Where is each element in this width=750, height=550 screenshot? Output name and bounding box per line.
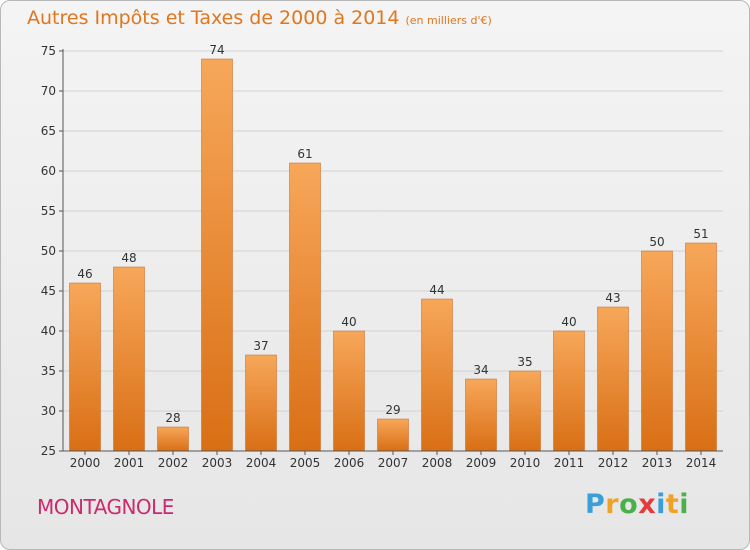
data-label: 74 (209, 43, 224, 57)
y-tick-label: 75 (41, 44, 56, 58)
data-label: 61 (297, 147, 312, 161)
data-label: 34 (473, 363, 488, 377)
y-tick-label: 35 (41, 364, 56, 378)
bar (157, 426, 189, 452)
x-tick-label: 2012 (598, 456, 629, 470)
labels: 25 30 35 40 45 50 55 60 65 70 75 46 2000 48 2001 28 2002… (41, 43, 717, 470)
y-tick-label: 30 (41, 404, 56, 418)
bar (201, 58, 233, 452)
logo-letter: i (679, 489, 690, 520)
bar (465, 378, 497, 452)
bar (641, 250, 673, 452)
x-tick-label: 2013 (642, 456, 673, 470)
y-tick-label: 65 (41, 124, 56, 138)
data-label: 48 (121, 251, 136, 265)
bar (377, 418, 409, 452)
data-label: 51 (693, 227, 708, 241)
logo-letter: x (638, 489, 657, 520)
x-tick-label: 2003 (202, 456, 233, 470)
bar (421, 298, 453, 452)
x-tick-label: 2008 (422, 456, 453, 470)
logo-letter: r (605, 489, 620, 520)
x-tick-label: 2011 (554, 456, 585, 470)
proxiti-logo: Proxiti (585, 489, 689, 520)
chart-title-text: Autres Impôts et Taxes de 2000 à 2014 (27, 7, 400, 29)
x-tick-label: 2001 (114, 456, 145, 470)
y-tick-label: 60 (41, 164, 56, 178)
logo-letter: i (656, 489, 666, 520)
data-label: 28 (165, 411, 180, 425)
x-tick-label: 2009 (466, 456, 497, 470)
logo-letter: t (665, 489, 680, 520)
data-label: 44 (429, 283, 444, 297)
x-tick-label: 2010 (510, 456, 541, 470)
y-tick-label: 40 (41, 324, 56, 338)
data-label: 29 (385, 403, 400, 417)
bar (685, 242, 717, 452)
bar (333, 330, 365, 452)
data-label: 43 (605, 291, 620, 305)
x-tick-label: 2007 (378, 456, 409, 470)
bar (289, 162, 321, 452)
x-tick-label: 2006 (334, 456, 365, 470)
data-label: 35 (517, 355, 532, 369)
x-tick-label: 2000 (70, 456, 101, 470)
bar (553, 330, 585, 452)
commune-name: MONTAGNOLE (37, 495, 174, 519)
y-tick-label: 25 (41, 444, 56, 458)
logo-letter: o (619, 489, 639, 520)
y-tick-label: 50 (41, 244, 56, 258)
x-tick-label: 2014 (686, 456, 717, 470)
y-tick-label: 70 (41, 84, 56, 98)
data-label: 40 (341, 315, 356, 329)
data-label: 40 (561, 315, 576, 329)
data-label: 46 (77, 267, 92, 281)
x-tick-label: 2005 (290, 456, 321, 470)
data-label: 37 (253, 339, 268, 353)
data-label: 50 (649, 235, 664, 249)
chart-title: Autres Impôts et Taxes de 2000 à 2014 (en… (27, 7, 492, 29)
bar (69, 282, 101, 452)
logo-letter: P (585, 489, 606, 520)
axes (59, 49, 723, 455)
bar (113, 266, 145, 452)
bar (597, 306, 629, 452)
bars (69, 58, 717, 452)
y-tick-label: 45 (41, 284, 56, 298)
x-tick-label: 2004 (246, 456, 277, 470)
bar (245, 354, 277, 452)
x-tick-label: 2002 (158, 456, 189, 470)
y-tick-label: 55 (41, 204, 56, 218)
chart-subtitle: (en milliers d'€) (405, 14, 492, 27)
bar (509, 370, 541, 452)
